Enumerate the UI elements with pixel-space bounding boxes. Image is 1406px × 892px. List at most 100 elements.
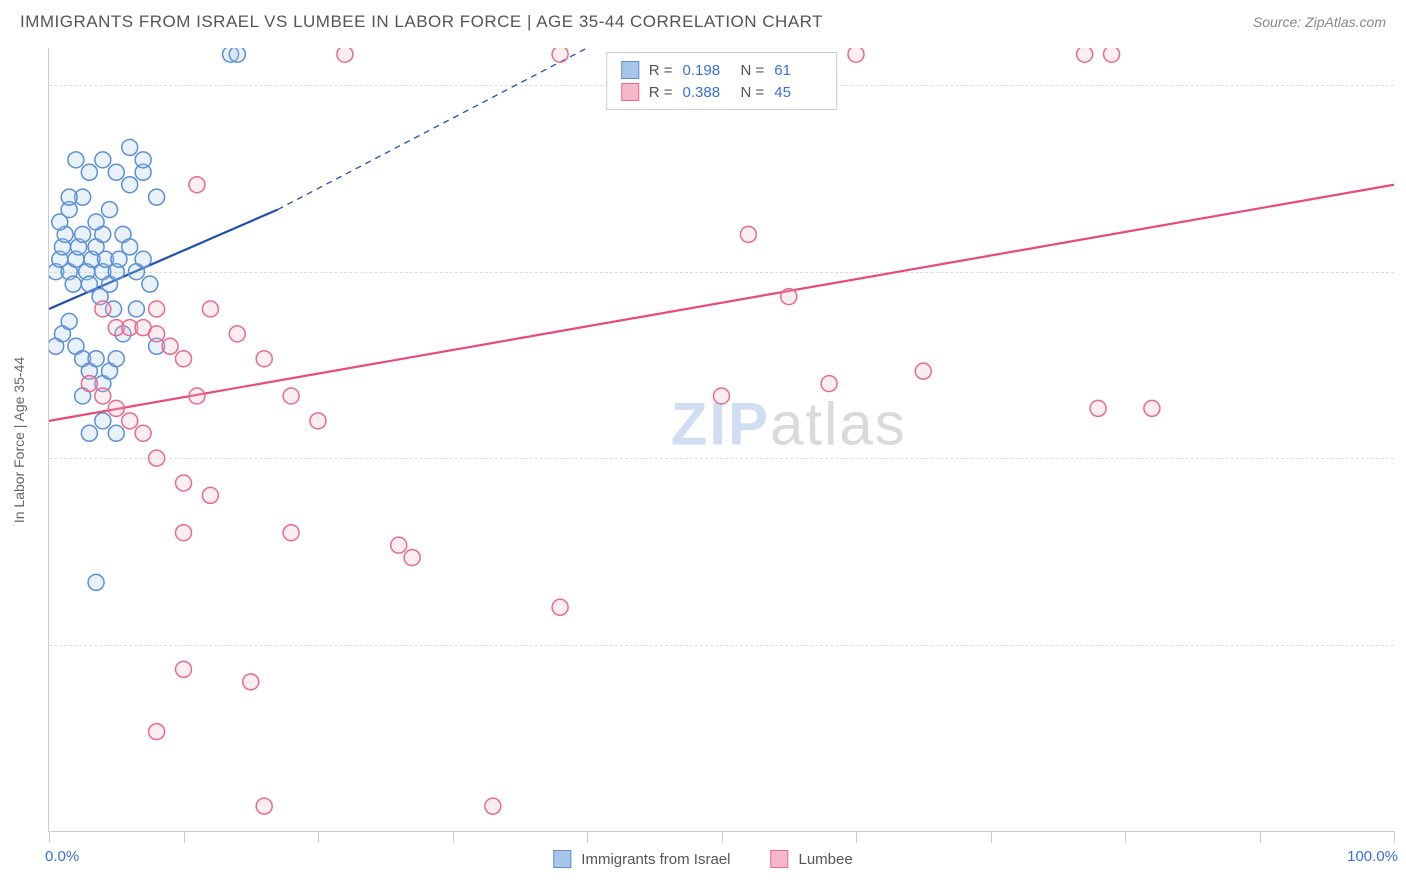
x-tick bbox=[1260, 831, 1261, 843]
scatter-svg bbox=[49, 48, 1394, 831]
data-point bbox=[108, 351, 124, 367]
data-point bbox=[202, 487, 218, 503]
x-tick bbox=[1125, 831, 1126, 843]
data-point bbox=[81, 376, 97, 392]
data-point bbox=[95, 152, 111, 168]
chart-header: IMMIGRANTS FROM ISRAEL VS LUMBEE IN LABO… bbox=[0, 0, 1406, 40]
data-point bbox=[256, 351, 272, 367]
data-point bbox=[61, 313, 77, 329]
data-point bbox=[189, 388, 205, 404]
data-point bbox=[102, 202, 118, 218]
data-point bbox=[176, 661, 192, 677]
data-point bbox=[108, 400, 124, 416]
r-label: R = bbox=[649, 84, 673, 101]
x-tick bbox=[856, 831, 857, 843]
data-point bbox=[88, 574, 104, 590]
data-point bbox=[337, 48, 353, 62]
data-point bbox=[404, 550, 420, 566]
data-point bbox=[81, 164, 97, 180]
data-point bbox=[1090, 400, 1106, 416]
data-point bbox=[95, 226, 111, 242]
data-point bbox=[202, 301, 218, 317]
x-tick bbox=[722, 831, 723, 843]
swatch-lumbee-bottom bbox=[770, 850, 788, 868]
data-point bbox=[176, 351, 192, 367]
data-point bbox=[135, 425, 151, 441]
data-point bbox=[552, 599, 568, 615]
data-point bbox=[122, 177, 138, 193]
data-point bbox=[65, 276, 81, 292]
data-point bbox=[848, 48, 864, 62]
legend-item-lumbee: Lumbee bbox=[770, 850, 852, 868]
legend-label-israel: Immigrants from Israel bbox=[581, 851, 730, 868]
data-point bbox=[740, 226, 756, 242]
series-legend: Immigrants from Israel Lumbee bbox=[553, 850, 852, 868]
data-point bbox=[1077, 48, 1093, 62]
x-axis-max-label: 100.0% bbox=[1347, 848, 1398, 865]
data-point bbox=[142, 276, 158, 292]
data-point bbox=[149, 189, 165, 205]
data-point bbox=[485, 798, 501, 814]
data-point bbox=[176, 475, 192, 491]
r-label: R = bbox=[649, 62, 673, 79]
legend-row-lumbee: R = 0.388 N = 45 bbox=[621, 81, 823, 103]
data-point bbox=[162, 338, 178, 354]
x-tick bbox=[587, 831, 588, 843]
r-value-lumbee: 0.388 bbox=[683, 84, 731, 101]
data-point bbox=[75, 226, 91, 242]
data-point bbox=[714, 388, 730, 404]
data-point bbox=[176, 525, 192, 541]
data-point bbox=[149, 326, 165, 342]
data-point bbox=[122, 239, 138, 255]
data-point bbox=[68, 152, 84, 168]
chart-title: IMMIGRANTS FROM ISRAEL VS LUMBEE IN LABO… bbox=[20, 12, 823, 32]
data-point bbox=[128, 301, 144, 317]
data-point bbox=[95, 413, 111, 429]
data-point bbox=[391, 537, 407, 553]
chart-source: Source: ZipAtlas.com bbox=[1253, 14, 1386, 30]
data-point bbox=[108, 425, 124, 441]
data-point bbox=[108, 164, 124, 180]
data-point bbox=[283, 525, 299, 541]
x-tick bbox=[453, 831, 454, 843]
chart-plot-area: In Labor Force | Age 35-44 0.0% 100.0% R… bbox=[48, 48, 1394, 832]
data-point bbox=[1104, 48, 1120, 62]
data-point bbox=[149, 301, 165, 317]
correlation-legend: R = 0.198 N = 61 R = 0.388 N = 45 bbox=[606, 52, 838, 110]
y-axis-label: In Labor Force | Age 35-44 bbox=[11, 356, 27, 522]
data-point bbox=[61, 189, 77, 205]
data-point bbox=[189, 177, 205, 193]
data-point bbox=[552, 48, 568, 62]
data-point bbox=[88, 351, 104, 367]
n-value-israel: 61 bbox=[774, 62, 822, 79]
regression-line-extrapolated bbox=[278, 48, 587, 210]
r-value-israel: 0.198 bbox=[683, 62, 731, 79]
legend-item-israel: Immigrants from Israel bbox=[553, 850, 730, 868]
data-point bbox=[781, 289, 797, 305]
data-point bbox=[122, 413, 138, 429]
data-point bbox=[149, 450, 165, 466]
swatch-lumbee bbox=[621, 83, 639, 101]
data-point bbox=[95, 301, 111, 317]
data-point bbox=[310, 413, 326, 429]
data-point bbox=[149, 724, 165, 740]
n-label: N = bbox=[741, 62, 765, 79]
x-tick bbox=[1394, 831, 1395, 843]
data-point bbox=[229, 326, 245, 342]
n-label: N = bbox=[741, 84, 765, 101]
x-tick bbox=[49, 831, 50, 843]
legend-row-israel: R = 0.198 N = 61 bbox=[621, 59, 823, 81]
data-point bbox=[915, 363, 931, 379]
swatch-israel bbox=[621, 61, 639, 79]
x-axis-origin-label: 0.0% bbox=[45, 848, 79, 865]
data-point bbox=[135, 251, 151, 267]
data-point bbox=[81, 425, 97, 441]
n-value-lumbee: 45 bbox=[774, 84, 822, 101]
data-point bbox=[229, 48, 245, 62]
x-tick bbox=[991, 831, 992, 843]
data-point bbox=[1144, 400, 1160, 416]
legend-label-lumbee: Lumbee bbox=[798, 851, 852, 868]
data-point bbox=[243, 674, 259, 690]
data-point bbox=[122, 139, 138, 155]
data-point bbox=[256, 798, 272, 814]
